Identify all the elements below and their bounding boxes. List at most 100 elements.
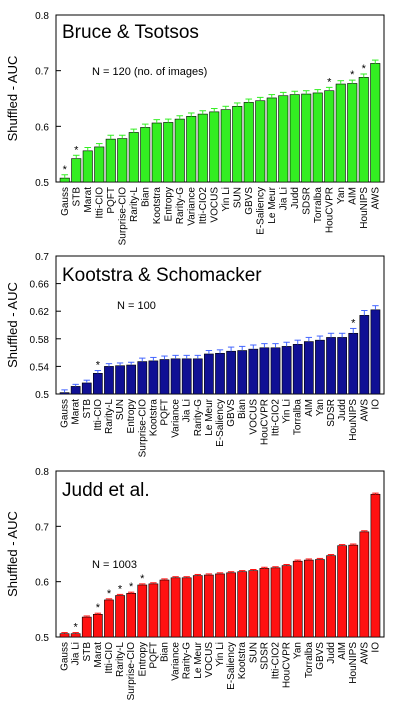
significance-star: * xyxy=(107,588,112,600)
category-label: Surprise-CIO xyxy=(137,399,148,458)
sample-size-annotation: N = 1003 xyxy=(92,559,137,571)
category-label: HouCVPR xyxy=(259,399,270,445)
y-tick-label: 0.58 xyxy=(30,335,50,346)
category-label: Bian xyxy=(159,642,170,662)
y-axis-label: Shuffled - AUC xyxy=(5,511,20,597)
bar xyxy=(248,348,259,395)
category-label: SUN xyxy=(232,187,243,208)
category-label: Itti-CIO xyxy=(93,399,104,431)
bar xyxy=(259,347,270,395)
category-label: PQFT xyxy=(148,642,159,669)
plot-frame xyxy=(55,14,385,183)
category-label: AIM xyxy=(347,187,358,205)
bar xyxy=(59,633,70,638)
chart-panel: 0.5 0.54 0.58 0.62 0.66 0.7 Shuffled - AUC Koot… xyxy=(5,252,385,458)
category-label: Surprise-CIO xyxy=(117,187,128,246)
category-label: Jia Li xyxy=(278,187,289,210)
bar xyxy=(104,366,114,395)
bar xyxy=(289,94,300,183)
y-tick-label: 0.8 xyxy=(35,11,49,22)
bar xyxy=(140,127,151,183)
bar xyxy=(278,95,289,183)
y-tick-label: 0.7 xyxy=(35,252,49,263)
y-tick-label: 0.7 xyxy=(35,522,49,533)
category-label: Marat xyxy=(83,187,94,213)
bar xyxy=(117,138,128,183)
category-label: PQFT xyxy=(106,187,117,214)
bar xyxy=(243,102,254,183)
bar xyxy=(197,113,208,183)
bar xyxy=(81,382,92,395)
bar xyxy=(270,347,281,395)
bar xyxy=(128,132,139,183)
bar xyxy=(137,361,148,395)
significance-star: * xyxy=(118,583,123,595)
category-label: Marat xyxy=(71,399,82,425)
category-label: Judd xyxy=(326,642,337,664)
bar xyxy=(220,109,231,183)
bar xyxy=(292,344,303,395)
category-label: Variance xyxy=(186,187,197,226)
bar xyxy=(93,372,103,395)
bar xyxy=(204,574,214,638)
category-label: Gauss xyxy=(60,187,71,216)
y-axis-label: Shuffled - AUC xyxy=(5,56,20,142)
category-label: Judd xyxy=(290,187,301,209)
category-label: VOCUS xyxy=(209,187,220,223)
bar xyxy=(335,83,346,183)
y-tick-label: 0.66 xyxy=(30,280,50,291)
bar xyxy=(359,531,370,638)
category-label: STB xyxy=(82,399,93,419)
category-label: STB xyxy=(71,187,82,207)
category-label: Le Meur xyxy=(204,398,215,435)
significance-star: * xyxy=(96,360,101,372)
bar xyxy=(204,353,214,395)
category-label: Gauss xyxy=(60,399,71,428)
category-label: Rarity-L xyxy=(129,187,140,222)
bar xyxy=(226,350,236,395)
chart-title: Kootstra & Schomacker xyxy=(62,265,262,286)
bar xyxy=(59,392,70,395)
bar xyxy=(186,116,197,183)
category-label: Gauss xyxy=(60,642,71,671)
category-label: IO xyxy=(370,399,381,410)
bar xyxy=(71,158,82,183)
y-tick-label: 0.6 xyxy=(35,122,49,133)
chart-panel: 0.5 0.6 0.7 0.8 Shuffled - AUC Bruce & Tsotso… xyxy=(5,11,385,246)
bar xyxy=(170,577,181,638)
category-label: Variance xyxy=(171,642,182,681)
category-label: Itti-CIO2 xyxy=(198,187,209,225)
category-label: HouCVPR xyxy=(324,187,335,233)
significance-star: * xyxy=(74,144,79,156)
category-label: E-Saliency xyxy=(226,642,237,690)
bar xyxy=(324,90,335,183)
bar xyxy=(192,358,203,395)
significance-star: * xyxy=(140,573,145,585)
bar xyxy=(181,577,192,638)
category-label: Itti-CIO2 xyxy=(271,642,282,680)
category-label: Torralba xyxy=(304,642,315,679)
category-label: GBVS xyxy=(226,399,237,427)
category-label: Le Meur xyxy=(267,186,278,223)
category-label: Rarity-G xyxy=(175,187,186,224)
category-label: Entropy xyxy=(163,187,174,221)
category-label: IO xyxy=(370,642,381,653)
bar xyxy=(82,150,93,183)
category-label: SDSR xyxy=(301,187,312,215)
bar xyxy=(126,364,137,395)
bar xyxy=(192,575,203,638)
category-label: Yan xyxy=(336,187,347,204)
bar xyxy=(301,93,312,183)
bar xyxy=(81,616,92,638)
category-label: GBVS xyxy=(315,642,326,670)
category-label: SDSR xyxy=(326,399,337,427)
bar xyxy=(226,572,236,638)
y-tick-label: 0.5 xyxy=(35,633,49,644)
bar xyxy=(151,122,162,183)
category-label: GBVS xyxy=(244,187,255,215)
chart-panel: 0.5 0.6 0.7 0.8 Shuffled - AUC Judd et al. N =… xyxy=(5,467,385,700)
bar xyxy=(259,568,270,638)
bar xyxy=(270,567,281,638)
bar xyxy=(315,339,325,395)
category-label: VOCUS xyxy=(248,399,259,435)
